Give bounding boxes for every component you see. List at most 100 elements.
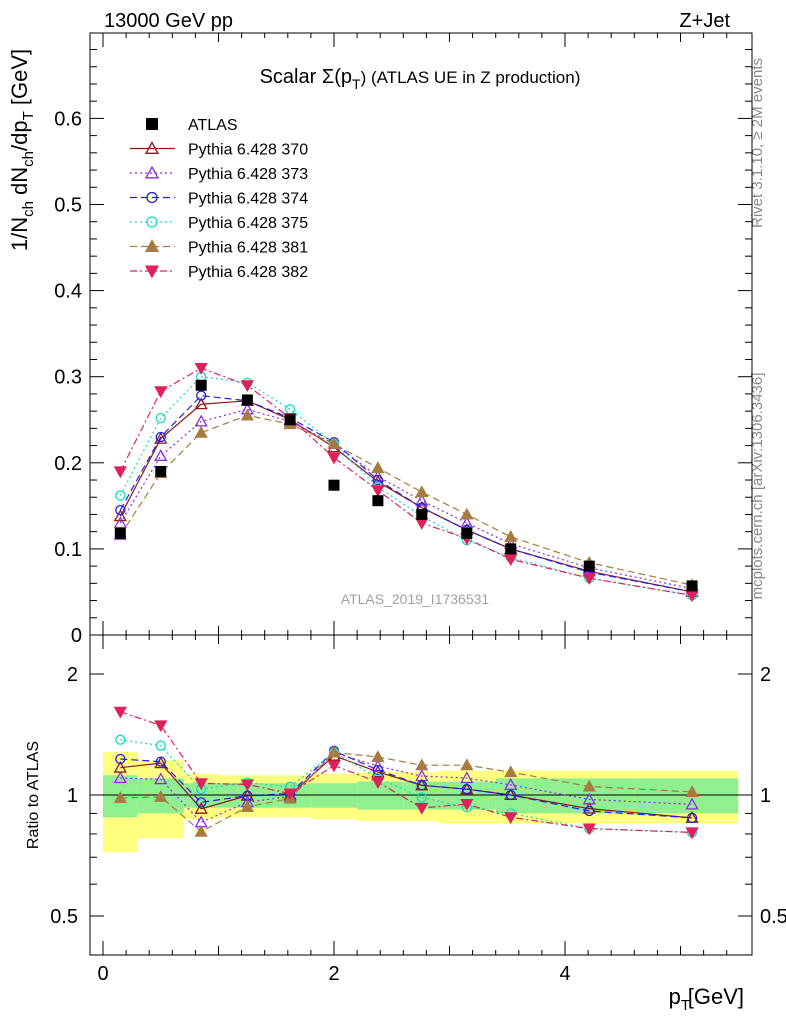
atlas-data-point bbox=[686, 580, 698, 592]
ratio-point-3 bbox=[461, 784, 472, 795]
ratio-point-4 bbox=[155, 740, 166, 751]
legend-marker bbox=[144, 165, 160, 179]
ratio-point-6 bbox=[194, 778, 208, 791]
x-axis-label: pT bbox=[669, 984, 690, 1014]
series-point-3 bbox=[372, 474, 384, 486]
ratio-point-4 bbox=[416, 792, 427, 803]
atlas-data-point bbox=[284, 414, 296, 426]
x-tick-label: 4 bbox=[559, 963, 570, 985]
header-left: 13000 GeV pp bbox=[104, 10, 233, 32]
atlas-data-point bbox=[461, 527, 473, 539]
series-point-3 bbox=[155, 431, 166, 443]
ratio-y-tick-label-right: 1 bbox=[760, 785, 771, 807]
ratio-point-6 bbox=[327, 760, 341, 773]
atlas-data-point bbox=[155, 465, 167, 477]
series-point-6 bbox=[194, 363, 208, 375]
legend-marker bbox=[146, 118, 158, 130]
series-point-2 bbox=[154, 449, 168, 461]
series-point-2 bbox=[415, 493, 429, 506]
ratio-point-5 bbox=[194, 824, 208, 837]
atlas-data-point bbox=[583, 560, 595, 572]
atlas-data-point bbox=[195, 379, 207, 391]
legend-label: Pythia 6.428 381 bbox=[188, 240, 308, 257]
legend-label: Pythia 6.428 374 bbox=[188, 191, 308, 208]
ratio-point-3 bbox=[196, 797, 207, 808]
ratio-line-6 bbox=[120, 711, 693, 834]
ratio-point-1 bbox=[154, 756, 168, 769]
ratio-line-4 bbox=[120, 739, 693, 834]
series-point-6 bbox=[415, 518, 429, 530]
series-line-3 bbox=[119, 395, 693, 593]
series-point-5 bbox=[327, 437, 341, 449]
legend-label: Pythia 6.428 382 bbox=[188, 264, 308, 281]
ratio-point-3 bbox=[686, 812, 698, 824]
ratio-point-6 bbox=[685, 827, 699, 840]
ratio-point-2 bbox=[582, 792, 596, 805]
ratio-y-tick-label: 2 bbox=[67, 664, 78, 686]
series-line-1 bbox=[119, 400, 693, 593]
ratio-point-5 bbox=[415, 758, 429, 771]
y-tick-label: 0.2 bbox=[54, 453, 82, 475]
ratio-series-layer bbox=[113, 706, 699, 840]
atlas-data-point bbox=[372, 495, 384, 507]
main-series-layer bbox=[113, 363, 699, 603]
analysis-watermark: ATLAS_2019_I1736531 bbox=[341, 591, 490, 607]
ratio-point-6 bbox=[113, 706, 127, 719]
rivet-version-label: Rivet 3.1.10, ≥ 2M events bbox=[749, 58, 766, 228]
series-point-3 bbox=[196, 390, 207, 401]
series-point-2 bbox=[113, 516, 127, 529]
chart-title: Scalar Σ(pT) (ATLAS UE in Z production) bbox=[260, 66, 581, 92]
legend-marker bbox=[146, 216, 158, 228]
ratio-point-5 bbox=[240, 800, 254, 812]
atlas-data-point bbox=[416, 508, 428, 520]
ratio-point-6 bbox=[460, 799, 474, 811]
y-tick-label: 0.6 bbox=[54, 108, 82, 130]
ratio-point-2 bbox=[154, 772, 168, 785]
ratio-line-5 bbox=[120, 751, 693, 833]
ratio-point-6 bbox=[582, 823, 596, 836]
legend-marker bbox=[144, 239, 160, 252]
x-axis-unit: [GeV] bbox=[688, 984, 744, 1009]
ratio-point-5 bbox=[582, 779, 596, 792]
x-tick-label: 0 bbox=[97, 963, 108, 985]
mcplots-label: mcplots.cern.ch [arXiv:1306.3436] bbox=[749, 373, 766, 600]
series-point-4 bbox=[115, 490, 126, 501]
ratio-point-5 bbox=[460, 758, 474, 771]
series-point-6 bbox=[113, 466, 127, 479]
series-line-2 bbox=[119, 408, 693, 590]
series-point-5 bbox=[415, 485, 429, 498]
ratio-y-tick-label: 0.5 bbox=[50, 906, 78, 928]
ratio-point-5 bbox=[154, 790, 168, 802]
ratio-point-1 bbox=[194, 801, 208, 814]
series-point-5 bbox=[504, 530, 518, 542]
legend: ATLAS Pythia 6.428 370 Pythia 6.428 373 Pyt… bbox=[130, 117, 308, 281]
ratio-point-5 bbox=[685, 785, 699, 798]
legend-label: Pythia 6.428 373 bbox=[188, 166, 308, 183]
series-point-5 bbox=[460, 507, 474, 520]
ratio-point-6 bbox=[504, 812, 518, 825]
atlas-data-point bbox=[505, 543, 517, 555]
ratio-point-3 bbox=[155, 756, 166, 767]
ratio-point-3 bbox=[115, 753, 126, 765]
ratio-point-2 bbox=[371, 759, 385, 772]
y-tick-label: 0.3 bbox=[54, 367, 82, 389]
series-point-6 bbox=[582, 573, 596, 586]
ratio-y-axis-label: Ratio to ATLAS bbox=[25, 741, 42, 849]
ratio-point-2 bbox=[504, 777, 518, 790]
ratio-band-inner bbox=[530, 778, 635, 814]
ratio-point-3 bbox=[505, 789, 516, 801]
ratio-point-6 bbox=[283, 788, 297, 801]
y-tick-label: 0 bbox=[71, 625, 82, 647]
legend-marker bbox=[146, 191, 158, 204]
legend-marker bbox=[144, 265, 160, 279]
series-point-6 bbox=[327, 452, 341, 465]
series-line-6 bbox=[119, 367, 693, 596]
series-point-5 bbox=[194, 425, 208, 438]
series-point-1 bbox=[194, 397, 208, 410]
ratio-y-tick-label: 1 bbox=[67, 785, 78, 807]
series-point-4 bbox=[284, 404, 296, 415]
legend-label: Pythia 6.428 370 bbox=[188, 142, 308, 159]
ratio-point-2 bbox=[113, 771, 127, 784]
series-line-4 bbox=[119, 376, 693, 596]
